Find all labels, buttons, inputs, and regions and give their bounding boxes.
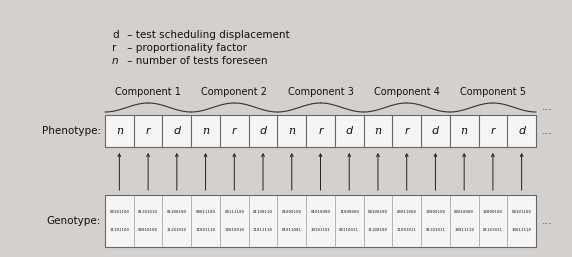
Text: Genotype:: Genotype: (47, 216, 101, 226)
Text: Component 4: Component 4 (374, 87, 440, 97)
Text: 01000100: 01000100 (282, 210, 302, 214)
Text: 01101011: 01101011 (426, 228, 446, 232)
Text: d: d (112, 30, 118, 40)
Text: 00011100: 00011100 (196, 210, 216, 214)
Text: n: n (288, 126, 295, 136)
Text: d: d (345, 126, 353, 136)
Text: Component 1: Component 1 (115, 87, 181, 97)
Text: – number of tests foreseen: – number of tests foreseen (124, 56, 268, 66)
Text: 00101100: 00101100 (511, 210, 531, 214)
Text: 00111100: 00111100 (224, 210, 244, 214)
Text: n: n (460, 126, 468, 136)
Text: 11101100: 11101100 (109, 228, 129, 232)
Text: 01100100: 01100100 (167, 210, 187, 214)
Bar (105, 195, 536, 247)
Text: 01011001: 01011001 (282, 228, 302, 232)
Text: n: n (202, 126, 209, 136)
Text: r: r (146, 126, 150, 136)
Text: ...: ... (542, 216, 553, 226)
Text: – test scheduling displacement: – test scheduling displacement (124, 30, 289, 40)
Text: 00100100: 00100100 (368, 210, 388, 214)
Text: n: n (375, 126, 382, 136)
Text: 10000100: 10000100 (426, 210, 446, 214)
Text: 11001110: 11001110 (196, 228, 216, 232)
Text: r: r (491, 126, 495, 136)
Text: n: n (116, 126, 123, 136)
Text: 10011110: 10011110 (511, 228, 531, 232)
Text: d: d (518, 126, 525, 136)
Text: n: n (112, 56, 118, 66)
Text: 00101100: 00101100 (109, 210, 129, 214)
Text: ...: ... (542, 103, 553, 113)
Text: 11000000: 11000000 (339, 210, 359, 214)
Text: r: r (232, 126, 237, 136)
Text: – proportionality factor: – proportionality factor (124, 43, 247, 53)
Text: ...: ... (542, 126, 553, 136)
Text: 10000100: 10000100 (483, 210, 503, 214)
Text: r: r (318, 126, 323, 136)
Text: 00011000: 00011000 (397, 210, 416, 214)
Text: 10011110: 10011110 (454, 228, 474, 232)
Bar (105, 115, 536, 147)
Text: 11001011: 11001011 (397, 228, 416, 232)
Text: 01010000: 01010000 (311, 210, 331, 214)
Text: 11101010: 11101010 (167, 228, 187, 232)
Text: 00010100: 00010100 (138, 228, 158, 232)
Text: 10101101: 10101101 (311, 228, 331, 232)
Text: r: r (404, 126, 409, 136)
Text: d: d (432, 126, 439, 136)
Text: r: r (112, 43, 116, 53)
Text: Phenotype:: Phenotype: (42, 126, 101, 136)
Text: 11011110: 11011110 (253, 228, 273, 232)
Text: 00010000: 00010000 (454, 210, 474, 214)
Text: 01100110: 01100110 (253, 210, 273, 214)
Text: Component 5: Component 5 (460, 87, 526, 97)
Text: 01101010: 01101010 (138, 210, 158, 214)
Text: 01101011: 01101011 (483, 228, 503, 232)
Text: d: d (173, 126, 180, 136)
Text: 11100100: 11100100 (368, 228, 388, 232)
Text: 10010010: 10010010 (224, 228, 244, 232)
Text: d: d (260, 126, 267, 136)
Text: 00110011: 00110011 (339, 228, 359, 232)
Text: Component 2: Component 2 (201, 87, 267, 97)
Text: Component 3: Component 3 (288, 87, 353, 97)
